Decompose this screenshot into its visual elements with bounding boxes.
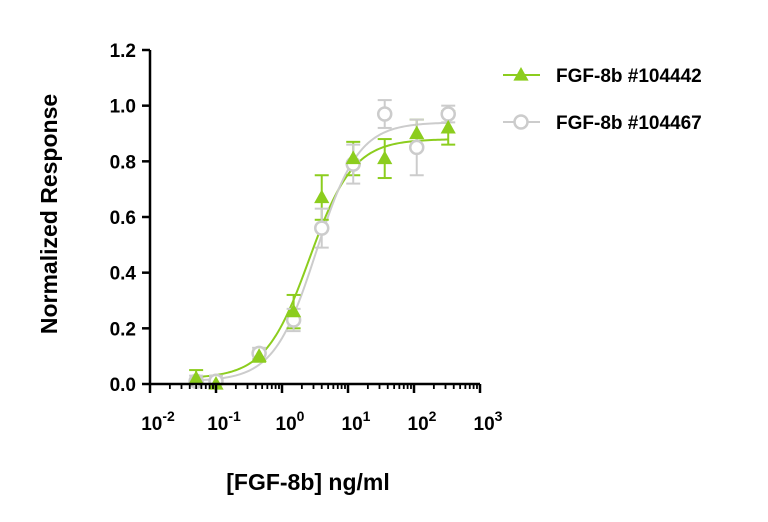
y-ticks: 0.0 0.2 0.4 0.6 0.8 1.0 1.2	[110, 41, 150, 396]
legend-circle-marker	[513, 114, 529, 130]
y-tick-label: 0.2	[110, 319, 136, 340]
x-tick-label: 10-2	[141, 408, 175, 435]
x-ticks: 10-2 10-1 100 101 102 103	[141, 384, 503, 435]
y-tick-label: 1.0	[110, 97, 136, 118]
legend: FGF-8b #104442 FGF-8b #104467	[503, 66, 702, 134]
y-tick-label: 0.4	[110, 264, 137, 285]
legend-item: FGF-8b #104467	[503, 113, 702, 134]
y-tick-label: 0.0	[110, 375, 136, 396]
data-point-circle	[408, 139, 425, 156]
y-tick-label: 1.2	[110, 41, 136, 62]
x-tick-label: 103	[474, 408, 503, 435]
x-tick-label: 102	[408, 408, 437, 435]
data-point-triangle	[286, 303, 302, 318]
legend-label: FGF-8b #104467	[556, 113, 702, 134]
data-point-triangle	[314, 189, 330, 204]
axes	[148, 50, 480, 386]
x-tick-label: 10-1	[207, 408, 241, 435]
data-point-triangle	[440, 119, 456, 134]
data-point-triangle	[251, 348, 267, 362]
fit-curve	[196, 121, 449, 382]
legend-item: FGF-8b #104442	[503, 66, 702, 87]
data-point-triangle	[188, 370, 204, 385]
legend-label: FGF-8b #104442	[556, 66, 702, 87]
x-tick-label: 100	[276, 408, 305, 435]
y-axis-title: Normalized Response	[36, 94, 62, 334]
x-tick-label: 101	[342, 408, 371, 435]
data-point-circle	[440, 106, 456, 122]
data-point-circle	[376, 106, 393, 122]
x-axis-title: [FGF-8b] ng/ml	[226, 469, 390, 495]
y-tick-label: 0.6	[110, 208, 136, 229]
data-point-triangle	[377, 150, 393, 165]
data-point-triangle	[409, 125, 425, 140]
data-point-triangle	[345, 150, 361, 165]
legend-triangle-marker	[513, 67, 529, 81]
y-tick-label: 0.8	[110, 152, 136, 173]
data-point-circle	[313, 220, 330, 236]
fit-curves	[196, 121, 449, 382]
